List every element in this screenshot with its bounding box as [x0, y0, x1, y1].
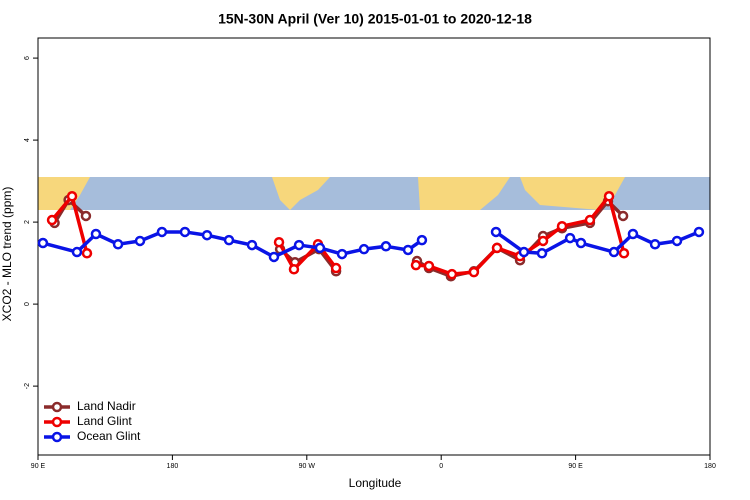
data-point — [268, 251, 280, 263]
data-point — [671, 235, 683, 247]
data-point — [179, 226, 191, 238]
data-point — [575, 237, 587, 249]
data-point — [468, 266, 480, 278]
legend-label: Ocean Glint — [77, 429, 141, 443]
data-point — [273, 236, 285, 248]
data-point — [518, 246, 530, 258]
data-point — [608, 246, 620, 258]
data-point — [537, 235, 549, 247]
data-point — [584, 214, 596, 226]
x-tick-label: 0 — [439, 463, 443, 470]
series-line — [494, 230, 700, 256]
data-point — [423, 260, 435, 272]
data-point — [112, 238, 124, 250]
data-point — [330, 262, 342, 274]
y-axis-label: XCO2 - MLO trend (ppm) — [0, 187, 14, 322]
data-point — [46, 214, 58, 226]
data-point — [71, 246, 83, 258]
x-tick-label: 90 E — [31, 463, 46, 470]
legend-marker — [51, 416, 63, 428]
series-line — [277, 241, 338, 272]
x-tick-label: 90 E — [568, 463, 583, 470]
x-tick-label: 180 — [167, 463, 179, 470]
y-tick-label: 0 — [24, 302, 31, 306]
x-axis-label: Longitude — [349, 476, 402, 490]
legend-marker — [51, 401, 63, 413]
data-point — [617, 210, 629, 222]
data-point — [293, 239, 305, 251]
data-point — [490, 226, 502, 238]
data-point — [358, 243, 370, 255]
plot-frame — [37, 37, 711, 456]
data-point — [223, 234, 235, 246]
y-tick-label: 4 — [24, 138, 31, 142]
data-point — [627, 228, 639, 240]
data-point — [410, 259, 422, 271]
data-point — [201, 229, 213, 241]
data-point — [288, 264, 300, 275]
data-point — [603, 191, 615, 202]
data-point — [556, 220, 568, 232]
x-tick-label: 90 W — [299, 463, 316, 470]
world-map-strip — [38, 177, 710, 210]
x-tick-label: 180 — [704, 463, 716, 470]
data-point — [37, 237, 49, 249]
chart-title: 15N-30N April (Ver 10) 2015-01-01 to 202… — [218, 11, 532, 27]
data-point — [649, 238, 661, 250]
data-point — [246, 239, 258, 251]
data-point — [90, 228, 102, 240]
data-point — [336, 248, 348, 260]
data-point — [491, 242, 503, 254]
data-point — [446, 268, 458, 280]
data-point — [402, 244, 414, 256]
data-point — [156, 226, 168, 238]
data-point — [416, 234, 428, 246]
y-tick-label: -2 — [24, 383, 31, 389]
data-point — [380, 241, 392, 252]
data-point — [81, 248, 93, 259]
data-point — [693, 226, 705, 238]
legend-label: Land Glint — [77, 414, 132, 428]
data-point — [536, 248, 548, 259]
y-tick-label: 2 — [24, 220, 31, 224]
data-point — [564, 232, 576, 244]
legend-label: Land Nadir — [77, 399, 136, 413]
data-point — [66, 191, 78, 202]
legend-marker — [51, 431, 63, 443]
data-point — [618, 248, 630, 259]
data-point — [80, 210, 92, 222]
y-tick-label: 6 — [24, 56, 31, 60]
data-point — [314, 242, 326, 254]
data-point — [134, 235, 146, 247]
